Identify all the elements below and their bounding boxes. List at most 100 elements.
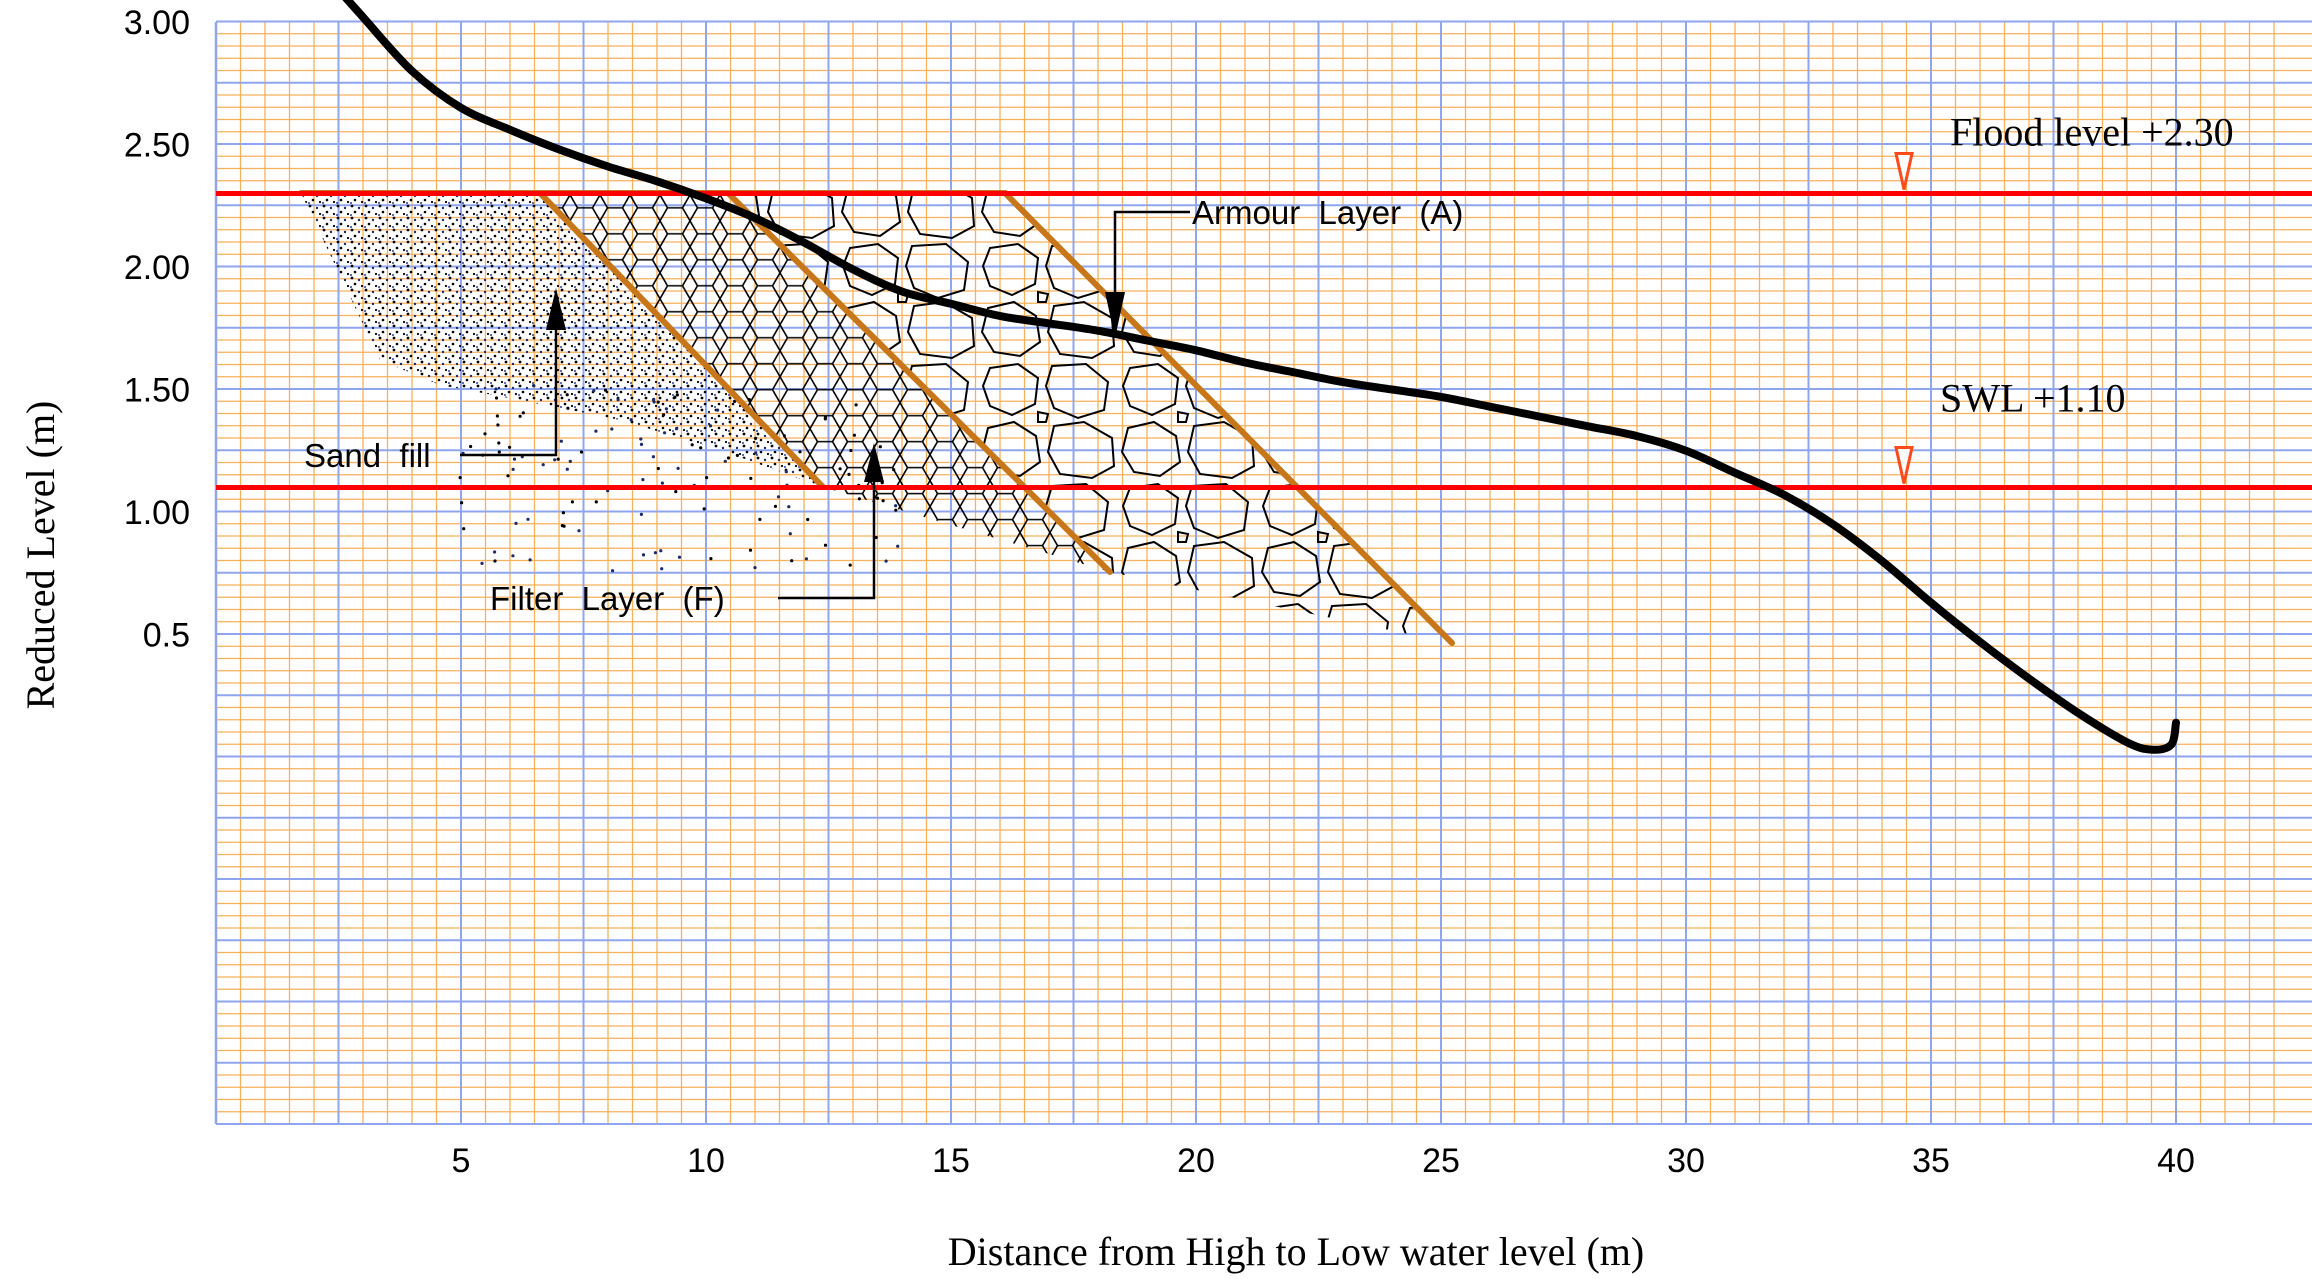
sand-dot [677, 555, 682, 559]
armour-arrow-head [1105, 292, 1125, 338]
sand-dot [664, 407, 669, 411]
sand-dot [663, 431, 667, 435]
sand-dot [702, 507, 706, 511]
filter-layer-label: Filter Layer (F) [490, 580, 725, 617]
sand-dot [823, 543, 828, 547]
x-tick-label: 30 [1667, 1142, 1705, 1180]
sand-dot [556, 457, 560, 461]
sand-dot [496, 423, 500, 427]
sand-dot [528, 558, 532, 562]
y-tick-label: 0.5 [143, 617, 190, 655]
sand-dot [673, 395, 677, 399]
sand-dot [709, 557, 713, 561]
y-axis-label: Reduced Level (m) [18, 401, 63, 710]
sand-dot [506, 474, 510, 478]
sand-dot [758, 517, 762, 522]
y-axis-tick-labels: 4.003.503.002.502.001.501.000.5 [124, 4, 190, 655]
sand-dot [493, 550, 497, 554]
sand-dot [483, 432, 487, 436]
sand-dot [514, 521, 518, 526]
sand-dot [570, 500, 575, 504]
sand-fill-region [301, 193, 823, 487]
sand-dot [656, 400, 660, 404]
sand-dot [577, 529, 581, 533]
sand-dot [639, 437, 643, 441]
x-tick-label: 35 [1912, 1142, 1950, 1180]
x-tick-label: 15 [932, 1142, 970, 1180]
sand-dot [896, 544, 900, 548]
sand-dot [659, 549, 663, 553]
sand-dot [521, 411, 525, 415]
sand-dot [511, 467, 515, 471]
x-axis-label: Distance from High to Low water level (m… [948, 1229, 1644, 1274]
sand-dot [787, 505, 791, 509]
armour-outer-edge [1002, 190, 1455, 646]
sand-dot [754, 451, 758, 455]
sand-dot [790, 559, 794, 563]
sand-dot [773, 504, 778, 508]
sand-dot [723, 459, 727, 463]
x-tick-label: 5 [452, 1142, 471, 1180]
sand-dot [579, 450, 584, 454]
sand-dot [806, 517, 810, 522]
sand-dot [610, 427, 614, 431]
sand-dot [754, 436, 758, 440]
sand-dot [565, 393, 569, 397]
x-tick-label: 40 [2157, 1142, 2195, 1180]
sand-dot [639, 442, 644, 446]
sand-dot [748, 548, 753, 552]
sand-dot [469, 444, 473, 449]
sand-dot [594, 429, 598, 433]
sand-dot [848, 563, 852, 567]
filter-callout: Filter Layer (F) [490, 443, 884, 617]
sand-dot [708, 424, 713, 428]
sand-dot [726, 456, 731, 460]
armour-layer-label: Armour Layer (A) [1192, 194, 1463, 231]
sand-dot [565, 467, 569, 471]
level-marker-triangle [1894, 152, 1914, 190]
level-label: Flood level +2.30 [1950, 110, 2234, 155]
level-markers [1894, 152, 1914, 484]
sand-dot [526, 517, 530, 521]
sand-dot [512, 457, 517, 461]
sand-dot [494, 396, 499, 400]
sand-dot [511, 554, 515, 558]
sand-dot [675, 393, 680, 397]
sand-dot [699, 446, 703, 450]
sand-dot [641, 478, 645, 482]
sand-dot [480, 561, 484, 566]
filter-arrow-head [864, 443, 884, 482]
x-axis-tick-labels: 5 10 15 20 25 30 35 40 [452, 1142, 2195, 1180]
sand-dot [518, 414, 522, 418]
sand-dot [497, 450, 501, 454]
armour-callout: Armour Layer (A) [1105, 194, 1463, 338]
sand-dot [568, 459, 572, 463]
sand-dot [662, 413, 666, 417]
y-tick-label: 1.50 [124, 372, 190, 410]
sand-dot [458, 476, 462, 480]
sand-dot [652, 400, 656, 404]
sand-dot [639, 512, 644, 517]
level-marker-triangle [1894, 446, 1914, 484]
sand-dot [705, 476, 709, 480]
filter-layer-region [540, 193, 1110, 572]
sand-dot [494, 387, 498, 391]
sand-dot [716, 408, 720, 412]
sand-dot [594, 500, 598, 504]
sand-dot [559, 439, 563, 443]
armour-layer-region [728, 193, 1452, 643]
sand-dot [660, 567, 664, 571]
sand-dot [676, 466, 680, 470]
sand-fill-label: Sand fill [304, 437, 431, 474]
sand-dot [493, 559, 497, 563]
sand-dot [560, 524, 565, 528]
filter-armour-boundary [725, 190, 1113, 575]
sand-dot [561, 511, 566, 515]
sand-dot [656, 466, 660, 471]
sand-dot [894, 508, 898, 512]
x-tick-label: 10 [687, 1142, 725, 1180]
sand-dot [566, 406, 570, 410]
sand-dot [784, 470, 788, 474]
sand-callout: Sand fill [304, 288, 566, 474]
